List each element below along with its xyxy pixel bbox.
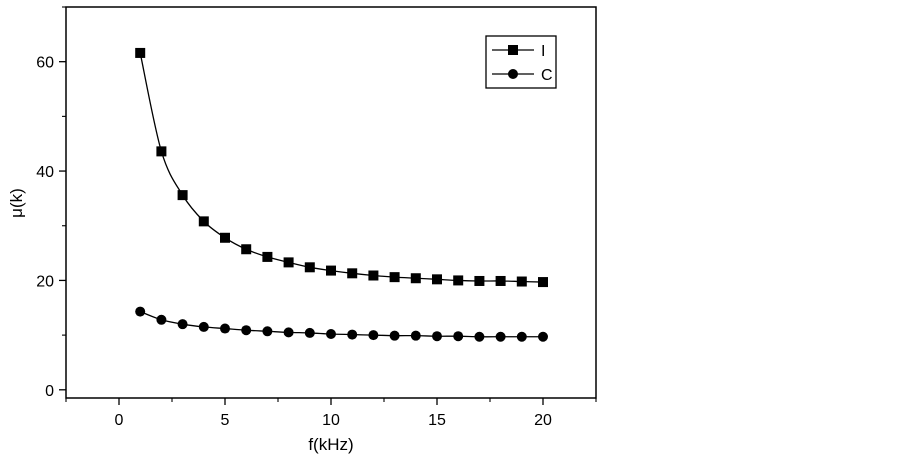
data-point-I-7 [262,251,273,262]
data-point-C-18 [495,331,506,342]
data-point-I-16 [453,275,464,286]
data-point-I-2 [156,146,167,157]
legend-label-I: I [541,43,545,60]
data-point-C-3 [177,319,188,330]
y-tick-label: 60 [36,55,54,72]
data-point-C-14 [410,330,421,341]
data-point-I-8 [283,257,294,268]
axis-tick-labels: 0 5 10 15 20 0 20 40 60 [36,55,552,429]
data-point-I-18 [495,275,506,286]
series-C [135,306,548,342]
series-line-I [139,52,544,283]
data-point-C-2 [156,314,167,325]
data-point-C-10 [326,329,336,340]
data-point-C-13 [389,330,400,341]
data-point-I-12 [368,270,379,281]
y-tick-label: 40 [36,164,54,181]
data-point-C-11 [347,329,358,340]
data-point-C-7 [262,326,273,337]
data-point-I-13 [389,272,400,283]
data-point-I-3 [177,190,188,201]
data-point-I-15 [432,274,442,285]
y-tick-label: 0 [45,383,54,400]
data-point-C-12 [368,330,379,341]
legend-box [485,35,557,89]
series-layer [135,47,548,342]
x-axis-label: f(kHz) [308,435,353,454]
data-point-C-8 [283,327,294,338]
x-tick-label: 0 [115,412,124,429]
data-point-C-19 [516,331,527,342]
y-axis-label: μ(k) [7,188,26,218]
data-point-I-17 [474,275,485,286]
x-tick-label: 10 [322,412,340,429]
axis-ticks [59,6,597,405]
x-tick-label: 5 [221,412,230,429]
legend-marker-C [508,69,518,79]
data-point-C-9 [304,327,315,338]
data-point-I-5 [220,232,230,243]
data-point-I-19 [516,276,527,287]
data-point-C-5 [220,323,230,334]
data-point-I-10 [326,265,336,276]
data-point-I-20 [538,277,548,288]
series-I [135,47,548,288]
legend-marker-I [508,45,518,55]
data-point-I-4 [198,216,209,227]
data-point-C-17 [474,331,485,342]
y-tick-label: 20 [36,273,54,290]
legend: I C [485,35,557,89]
data-point-I-9 [304,262,315,273]
data-point-C-6 [241,325,252,336]
x-tick-label: 15 [428,412,446,429]
data-point-C-4 [198,321,209,332]
data-point-C-1 [135,306,146,317]
data-point-I-1 [135,47,146,58]
data-point-I-11 [347,268,358,279]
data-point-C-15 [432,331,442,342]
data-point-C-20 [538,331,548,342]
data-point-I-6 [241,244,252,255]
data-point-I-14 [410,273,421,284]
data-point-C-16 [453,331,464,342]
x-tick-label: 20 [534,412,552,429]
legend-label-C: C [541,67,553,84]
